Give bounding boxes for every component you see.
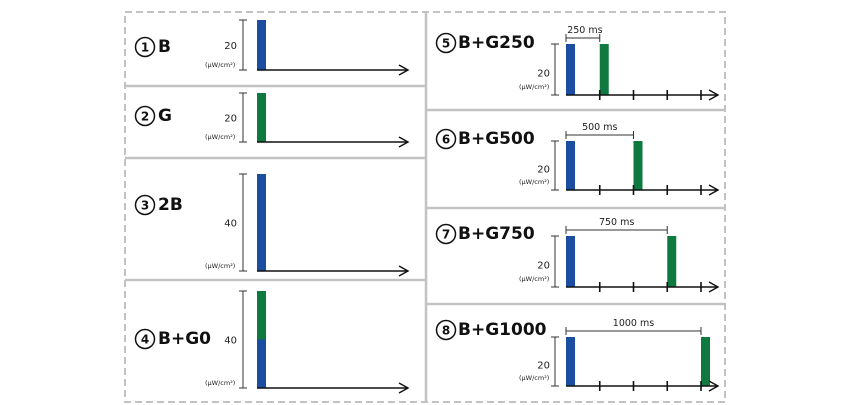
blue-light-pulse	[566, 141, 575, 190]
panel-number-badge: 3	[134, 194, 156, 216]
scale-value: 20	[537, 261, 550, 272]
panel-number: 8	[442, 323, 450, 337]
panel-8: B+G1000 20 (μW/cm²) 1000 ms	[458, 318, 720, 392]
panel-1: B 20 (μW/cm²)	[158, 19, 410, 76]
unit-label: (μW/cm²)	[205, 262, 235, 270]
scale-value: 20	[537, 69, 550, 80]
interval-label: 250 ms	[567, 25, 602, 36]
scale-value: 20	[537, 361, 550, 372]
unit-label: (μW/cm²)	[205, 379, 235, 387]
interval-label: 1000 ms	[613, 318, 654, 329]
blue-light-pulse	[257, 174, 266, 271]
panel-2: G 20 (μW/cm²)	[158, 92, 410, 148]
blue-light-pulse	[566, 337, 575, 386]
panel-number: 5	[442, 36, 450, 50]
panel-7: B+G750 20 (μW/cm²) 750 ms	[458, 217, 720, 293]
number-circle	[435, 319, 457, 341]
panel-number: 7	[442, 227, 450, 241]
blue-light-pulse	[257, 339, 266, 388]
panel-number-badge: 7	[435, 223, 457, 245]
number-circle	[435, 223, 457, 245]
scale-value: 40	[224, 219, 237, 230]
scale-value: 20	[537, 165, 550, 176]
green-light-pulse	[257, 93, 266, 142]
panel-5: B+G250 20 (μW/cm²) 250 ms	[458, 25, 720, 101]
green-light-pulse	[599, 44, 609, 95]
panel-title: B+G750	[458, 224, 535, 244]
panel-number-badge: 2	[134, 105, 156, 127]
unit-label: (μW/cm²)	[519, 83, 549, 91]
unit-label: (μW/cm²)	[519, 275, 549, 283]
scale-value: 20	[224, 41, 237, 52]
panel-number: 4	[141, 332, 149, 346]
blue-light-pulse	[257, 20, 266, 70]
panel-number-badge: 6	[435, 128, 457, 150]
scale-value: 20	[224, 114, 237, 125]
panel-4: B+G0 40 (μW/cm²)	[158, 290, 410, 394]
number-circle	[134, 105, 156, 127]
panel-title: G	[158, 106, 172, 126]
number-circle	[134, 36, 156, 58]
panel-title: B+G250	[458, 33, 535, 53]
green-light-pulse	[701, 337, 710, 386]
panel-number: 3	[141, 198, 149, 212]
unit-label: (μW/cm²)	[205, 61, 235, 69]
unit-label: (μW/cm²)	[519, 178, 549, 186]
panel-number-badge: 1	[134, 36, 156, 58]
panel-title: B+G500	[458, 129, 535, 149]
number-circle	[134, 328, 156, 350]
panel-3: 2B 40 (μW/cm²)	[158, 173, 410, 277]
number-circle	[435, 32, 457, 54]
panel-number-badge: 8	[435, 319, 457, 341]
number-circle	[435, 128, 457, 150]
green-light-pulse	[257, 291, 266, 340]
unit-label: (μW/cm²)	[205, 133, 235, 141]
panel-title: B	[158, 37, 171, 57]
interval-label: 750 ms	[599, 217, 634, 228]
panel-number-badge: 5	[435, 32, 457, 54]
green-light-pulse	[633, 141, 643, 190]
panel-6: B+G500 20 (μW/cm²) 500 ms	[458, 122, 720, 196]
panel-number-badge: 4	[134, 328, 156, 350]
panel-number: 1	[141, 40, 149, 54]
number-circle	[134, 194, 156, 216]
green-light-pulse	[667, 236, 677, 287]
panel-number: 2	[141, 109, 149, 123]
panel-number: 6	[442, 132, 450, 146]
panel-title: B+G0	[158, 329, 211, 349]
panel-title: 2B	[158, 195, 183, 215]
blue-light-pulse	[566, 236, 575, 287]
unit-label: (μW/cm²)	[519, 374, 549, 382]
scale-value: 40	[224, 336, 237, 347]
blue-light-pulse	[566, 44, 575, 95]
interval-label: 500 ms	[582, 122, 617, 133]
panel-title: B+G1000	[458, 320, 547, 340]
